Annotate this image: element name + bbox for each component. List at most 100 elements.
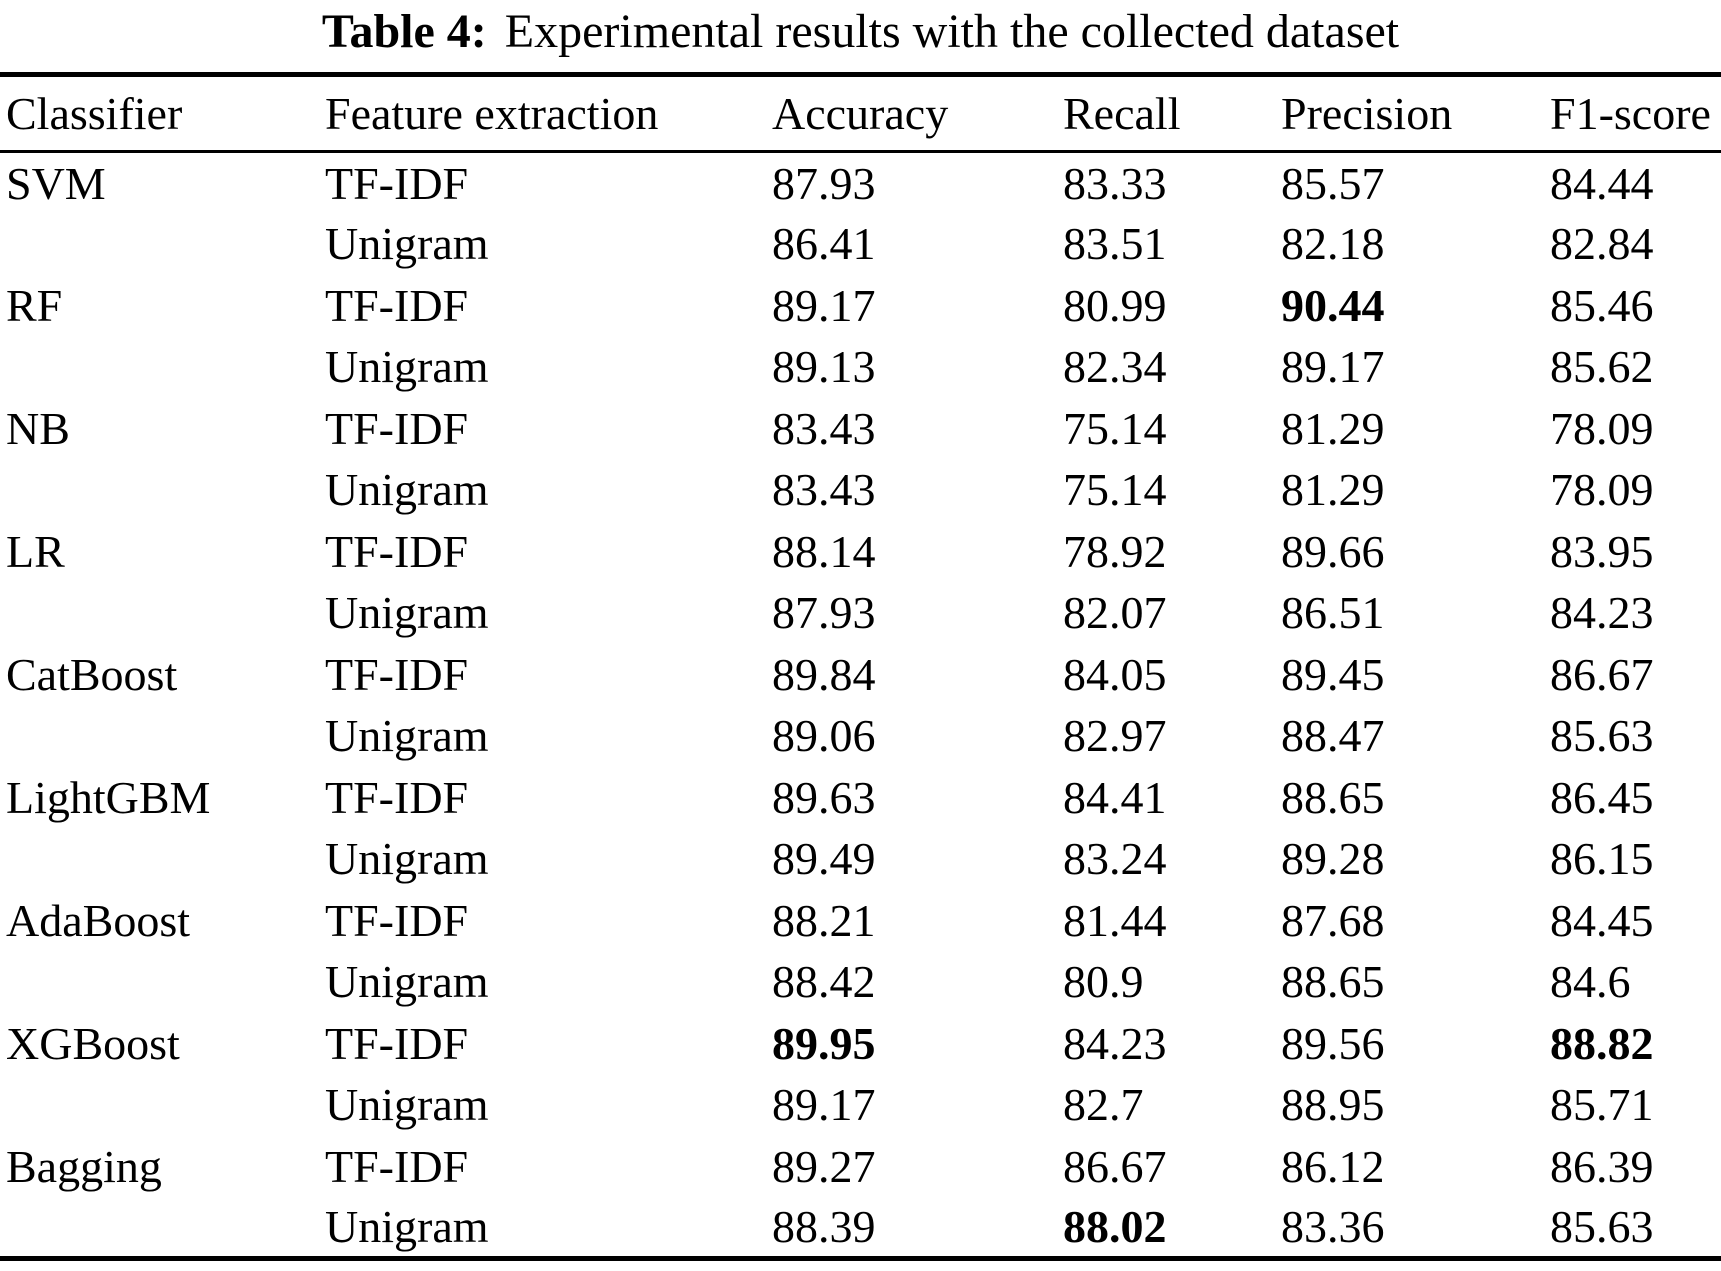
- cell-classifier: CatBoost: [6, 648, 178, 700]
- table-row: Unigram 87.93 82.07 86.51 84.23: [0, 582, 1721, 644]
- table-body: SVM TF-IDF 87.93 83.33 85.57 84.44 Unigram 86.4…: [0, 152, 1721, 1259]
- cell-feature-extraction: TF-IDF: [325, 279, 469, 331]
- cell-precision: 89.66: [1281, 525, 1385, 577]
- cell-feature-extraction: TF-IDF: [325, 1017, 469, 1069]
- cell-classifier: LightGBM: [6, 771, 211, 823]
- cell-classifier: LR: [6, 525, 65, 577]
- cell-accuracy: 88.21: [772, 894, 876, 946]
- cell-f1-score: 85.71: [1550, 1079, 1654, 1131]
- cell-feature-extraction: TF-IDF: [325, 771, 469, 823]
- cell-recall: 84.05: [1063, 648, 1167, 700]
- cell-accuracy: 89.06: [772, 710, 876, 762]
- cell-accuracy: 89.49: [772, 833, 876, 885]
- cell-classifier: [0, 459, 325, 521]
- cell-recall: 86.67: [1063, 1140, 1167, 1192]
- cell-f1-score: 82.84: [1550, 218, 1654, 270]
- cell-accuracy: 89.27: [772, 1140, 876, 1192]
- cell-recall: 88.02: [1063, 1201, 1167, 1252]
- cell-classifier: [0, 1197, 325, 1259]
- cell-accuracy: 89.17: [772, 1079, 876, 1131]
- table-row: Unigram 83.43 75.14 81.29 78.09: [0, 459, 1721, 521]
- cell-accuracy: 89.95: [772, 1017, 876, 1069]
- cell-feature-extraction: TF-IDF: [325, 894, 469, 946]
- cell-feature-extraction: TF-IDF: [325, 648, 469, 700]
- cell-classifier: AdaBoost: [6, 894, 190, 946]
- cell-precision: 81.29: [1281, 402, 1385, 454]
- cell-f1-score: 78.09: [1550, 402, 1654, 454]
- table-row: Unigram 89.49 83.24 89.28 86.15: [0, 828, 1721, 890]
- header-accuracy: Accuracy: [772, 88, 949, 139]
- cell-accuracy: 86.41: [772, 218, 876, 270]
- cell-precision: 89.17: [1281, 341, 1385, 393]
- cell-precision: 89.56: [1281, 1017, 1385, 1069]
- cell-precision: 88.65: [1281, 956, 1385, 1008]
- cell-precision: 83.36: [1281, 1201, 1385, 1252]
- cell-feature-extraction: TF-IDF: [325, 402, 469, 454]
- table-row: Unigram 89.17 82.7 88.95 85.71: [0, 1074, 1721, 1136]
- cell-f1-score: 84.45: [1550, 894, 1654, 946]
- cell-recall: 84.23: [1063, 1017, 1167, 1069]
- cell-recall: 82.07: [1063, 587, 1167, 639]
- cell-feature-extraction: Unigram: [325, 218, 489, 270]
- table-caption-label: Table 4:: [321, 4, 487, 58]
- cell-precision: 88.65: [1281, 771, 1385, 823]
- cell-classifier: [0, 1074, 325, 1136]
- cell-accuracy: 89.17: [772, 279, 876, 331]
- cell-accuracy: 87.93: [772, 587, 876, 639]
- cell-feature-extraction: TF-IDF: [325, 157, 469, 209]
- cell-feature-extraction: Unigram: [325, 1201, 489, 1252]
- cell-classifier: SVM: [6, 157, 106, 209]
- cell-feature-extraction: Unigram: [325, 464, 489, 516]
- cell-recall: 83.24: [1063, 833, 1167, 885]
- cell-feature-extraction: Unigram: [325, 956, 489, 1008]
- cell-classifier: [0, 705, 325, 767]
- header-recall: Recall: [1063, 88, 1181, 139]
- header-precision: Precision: [1281, 88, 1453, 139]
- cell-precision: 87.68: [1281, 894, 1385, 946]
- cell-recall: 82.7: [1063, 1079, 1144, 1131]
- cell-recall: 80.9: [1063, 956, 1144, 1008]
- table-row: AdaBoost TF-IDF 88.21 81.44 87.68 84.45: [0, 890, 1721, 952]
- cell-accuracy: 89.84: [772, 648, 876, 700]
- cell-classifier: RF: [6, 279, 63, 331]
- cell-f1-score: 86.15: [1550, 833, 1654, 885]
- cell-accuracy: 88.42: [772, 956, 876, 1008]
- cell-recall: 82.34: [1063, 341, 1167, 393]
- cell-precision: 88.95: [1281, 1079, 1385, 1131]
- cell-feature-extraction: Unigram: [325, 1079, 489, 1131]
- cell-classifier: [0, 582, 325, 644]
- cell-f1-score: 86.67: [1550, 648, 1654, 700]
- cell-f1-score: 85.63: [1550, 1201, 1654, 1252]
- cell-recall: 75.14: [1063, 402, 1167, 454]
- table-row: CatBoost TF-IDF 89.84 84.05 89.45 86.67: [0, 644, 1721, 706]
- cell-feature-extraction: Unigram: [325, 710, 489, 762]
- cell-f1-score: 83.95: [1550, 525, 1654, 577]
- table-row: Unigram 86.41 83.51 82.18 82.84: [0, 213, 1721, 275]
- cell-precision: 82.18: [1281, 218, 1385, 270]
- cell-recall: 75.14: [1063, 464, 1167, 516]
- cell-classifier: [0, 213, 325, 275]
- header-f1-score: F1-score: [1550, 88, 1711, 139]
- cell-precision: 89.45: [1281, 648, 1385, 700]
- cell-recall: 83.51: [1063, 218, 1167, 270]
- cell-recall: 83.33: [1063, 157, 1167, 209]
- cell-classifier: Bagging: [6, 1140, 162, 1192]
- cell-recall: 84.41: [1063, 771, 1167, 823]
- cell-accuracy: 89.13: [772, 341, 876, 393]
- cell-recall: 78.92: [1063, 525, 1167, 577]
- cell-precision: 81.29: [1281, 464, 1385, 516]
- cell-classifier: [0, 951, 325, 1013]
- cell-accuracy: 83.43: [772, 464, 876, 516]
- header-classifier: Classifier: [6, 88, 183, 139]
- cell-recall: 81.44: [1063, 894, 1167, 946]
- table-caption-text: Experimental results with the collected …: [504, 4, 1400, 58]
- cell-precision: 85.57: [1281, 157, 1385, 209]
- cell-feature-extraction: Unigram: [325, 341, 489, 393]
- cell-f1-score: 86.39: [1550, 1140, 1654, 1192]
- cell-accuracy: 83.43: [772, 402, 876, 454]
- header-feature-extraction: Feature extraction: [325, 88, 659, 139]
- cell-feature-extraction: TF-IDF: [325, 525, 469, 577]
- table-caption: Table 4: Experimental results with the c…: [0, 0, 1721, 72]
- cell-accuracy: 89.63: [772, 771, 876, 823]
